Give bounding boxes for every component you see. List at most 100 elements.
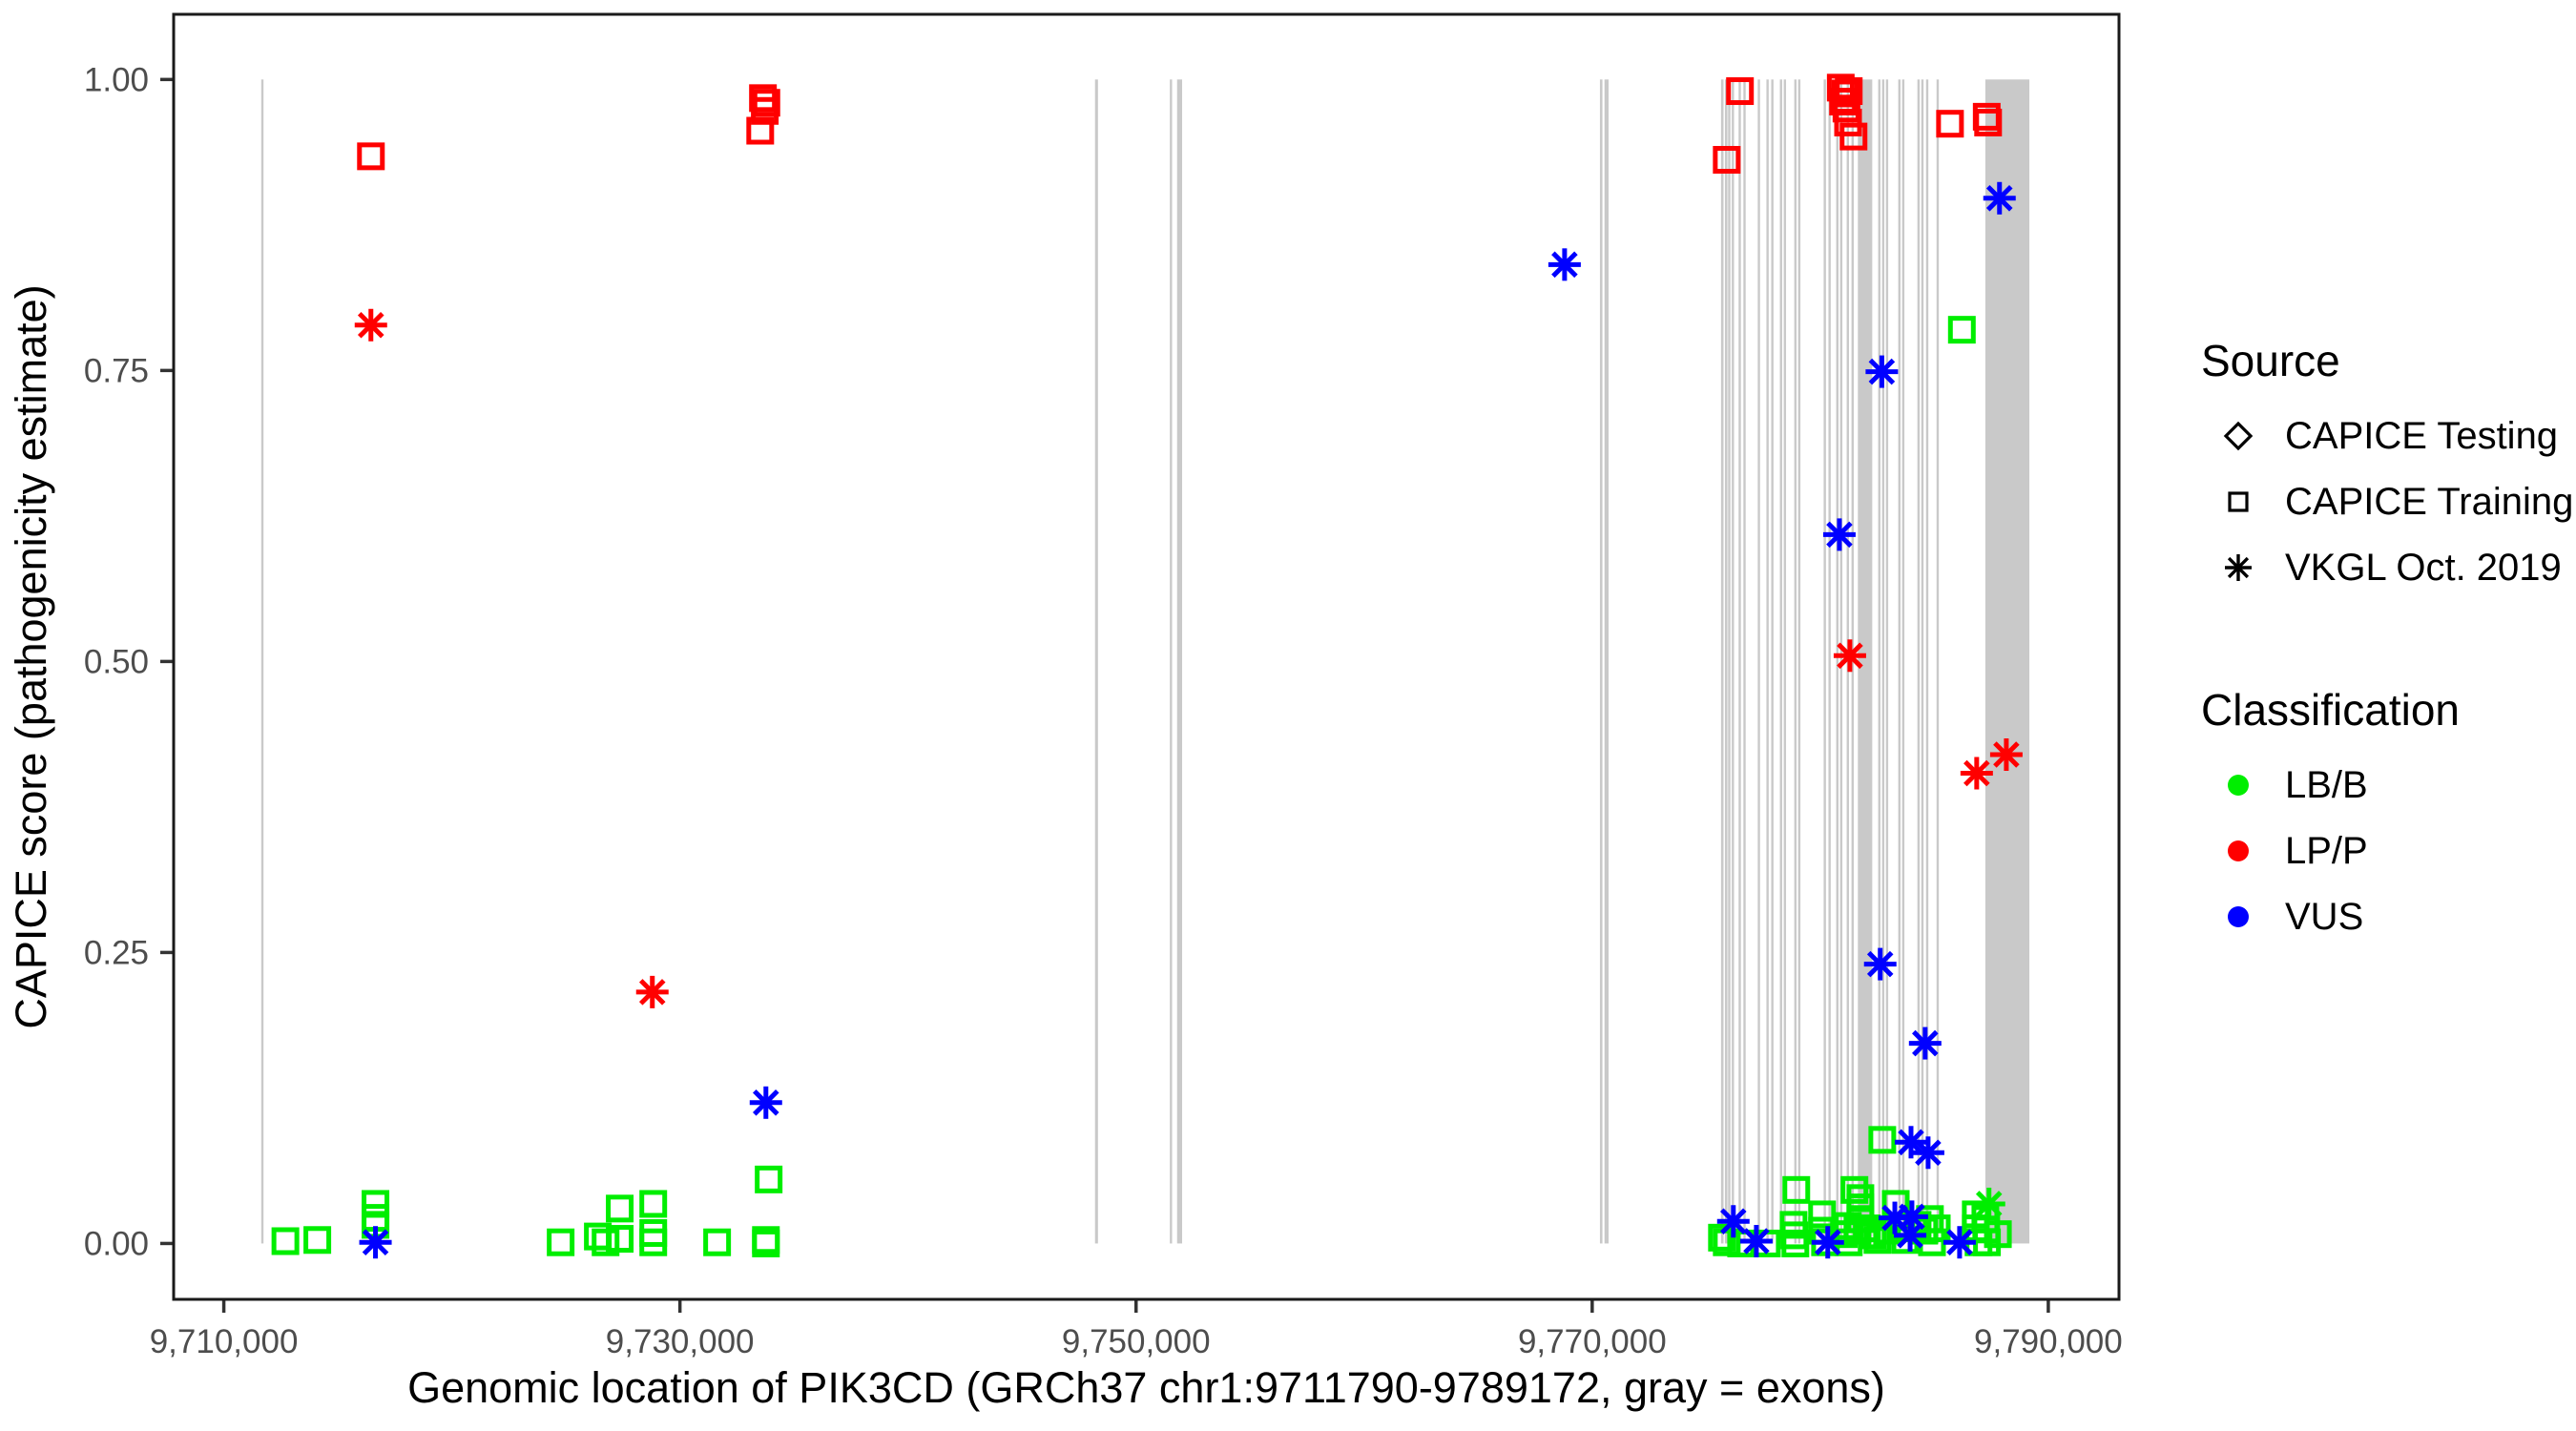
data-point-asterisk: [1960, 757, 1993, 790]
data-point-asterisk: [1811, 1226, 1844, 1259]
legend-group-classification: Classification LB/B LP/P VUS: [2199, 685, 2571, 950]
exon-bar: [1917, 79, 1921, 1244]
red-dot-icon: [2216, 829, 2260, 873]
data-point-square: [584, 1222, 613, 1251]
exon-bar: [1094, 79, 1098, 1244]
data-point-square: [1834, 108, 1862, 136]
x-tick-label: 9,790,000: [1974, 1323, 2123, 1360]
legend-label: LB/B: [2285, 763, 2368, 806]
data-point-square: [639, 1228, 668, 1256]
exon-bar: [1766, 79, 1769, 1244]
data-point-square: [1781, 1229, 1810, 1257]
data-point-square: [755, 1165, 783, 1193]
exon-bar: [1925, 79, 1929, 1244]
data-point-square: [271, 1227, 300, 1255]
y-tick-label: 0.25: [84, 934, 149, 971]
x-axis-title: Genomic location of PIK3CD (GRCh37 chr1:…: [407, 1363, 1885, 1412]
data-point-square: [1832, 94, 1860, 123]
data-point-square: [746, 116, 775, 145]
x-tick-label: 9,770,000: [1518, 1323, 1667, 1360]
exon-bar: [1720, 79, 1724, 1244]
legend-item-capice-training: CAPICE Training: [2199, 469, 2573, 535]
data-point-square: [1835, 77, 1863, 106]
panel-border: [172, 12, 2121, 1301]
data-point-asterisk: [1942, 1226, 1976, 1259]
legend-item-lpp: LP/P: [2199, 819, 2571, 884]
data-point-asterisk: [1548, 248, 1581, 281]
exon-bar: [1738, 79, 1741, 1244]
exon-bar: [1779, 79, 1782, 1244]
data-point-square: [1868, 1126, 1897, 1154]
legend: Source CAPICE Testing CAPICE Training: [2199, 336, 2573, 950]
y-tick-label: 0.50: [84, 643, 149, 680]
y-axis-title: CAPICE score (pathogenicity estimate): [7, 284, 55, 1028]
blue-dot-icon: [2216, 895, 2260, 939]
data-point-square: [703, 1228, 732, 1256]
data-point-square: [1947, 316, 1976, 344]
exon-bar: [1828, 79, 1831, 1244]
data-point-square: [639, 1190, 668, 1218]
exon-bar: [1858, 79, 1873, 1244]
data-point-asterisk: [1716, 1205, 1750, 1238]
legend-label: CAPICE Testing: [2285, 414, 2559, 457]
exon-bar: [1823, 79, 1826, 1244]
data-point-asterisk: [1894, 1218, 1927, 1252]
y-tick-label: 0.75: [84, 352, 149, 389]
exon-bar: [1936, 79, 1940, 1244]
data-point-square: [592, 1228, 620, 1256]
data-point-square: [1782, 1175, 1811, 1204]
data-point-square: [606, 1194, 634, 1223]
data-point-square: [303, 1226, 332, 1255]
data-point-asterisk: [354, 308, 387, 342]
data-point-asterisk: [635, 975, 669, 1008]
data-point-square: [752, 1229, 780, 1257]
legend-source-title: Source: [2201, 336, 2340, 385]
exon-bar: [1881, 79, 1885, 1244]
exon-bar: [1724, 79, 1728, 1244]
legend-label: VUS: [2285, 895, 2364, 938]
exon-bar: [1783, 79, 1787, 1244]
exon-bar: [1728, 79, 1731, 1244]
legend-item-capice-testing: CAPICE Testing: [2199, 404, 2571, 469]
data-point-square: [1974, 108, 2003, 136]
data-point-square: [606, 1225, 634, 1254]
square-icon: [2216, 480, 2260, 524]
exon-bar: [260, 79, 264, 1244]
exon-bar: [1176, 79, 1183, 1244]
exon-bar: [1878, 79, 1880, 1244]
data-point-square: [1840, 1175, 1869, 1204]
data-point-square: [362, 1204, 390, 1233]
exon-bar: [1743, 79, 1746, 1244]
exon-bar: [1604, 79, 1610, 1244]
y-tick-label: 0.00: [84, 1225, 149, 1262]
data-point-asterisk: [1822, 518, 1856, 551]
exon-bar: [1757, 79, 1760, 1244]
x-tick-label: 9,750,000: [1062, 1323, 1211, 1360]
exon-bar: [1836, 79, 1839, 1244]
data-point-asterisk: [1983, 181, 2016, 215]
data-point-square: [1713, 146, 1741, 175]
legend-item-lbb: LB/B: [2199, 753, 2571, 819]
exon-bar: [1921, 79, 1924, 1244]
x-tick-label: 9,730,000: [606, 1323, 755, 1360]
exon-bar: [1984, 79, 2030, 1244]
exon-bar: [1797, 79, 1801, 1244]
legend-classification-title: Classification: [2201, 684, 2460, 735]
data-point-square: [357, 142, 385, 171]
data-point-asterisk: [1972, 1187, 2005, 1220]
exon-bar: [1170, 79, 1173, 1244]
legend-item-vus: VUS: [2199, 884, 2571, 950]
data-point-asterisk: [1894, 1126, 1927, 1159]
legend-group-source: Source CAPICE Testing CAPICE Training: [2199, 336, 2573, 601]
x-tick-label: 9,710,000: [150, 1323, 299, 1360]
data-point-asterisk: [1863, 947, 1897, 981]
data-point-square: [1922, 1214, 1951, 1243]
exon-bar: [1771, 79, 1774, 1244]
data-point-square: [1839, 122, 1868, 151]
data-point-asterisk: [749, 1086, 782, 1119]
data-point-square: [751, 96, 779, 125]
data-point-square: [1708, 1223, 1736, 1252]
exon-bar: [1794, 79, 1797, 1244]
